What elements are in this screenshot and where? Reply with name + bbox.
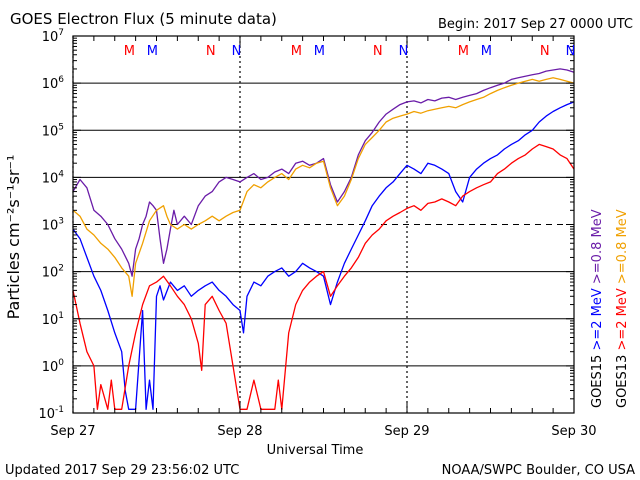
- legend-entry: >=0.8 MeV: [615, 209, 630, 284]
- legend-column: GOES15 >=2 MeV >=0.8 MeV: [590, 209, 605, 408]
- y-tick-label: 104: [42, 169, 65, 186]
- x-tick-label: Sep 30: [551, 424, 596, 439]
- y-tick-label: 106: [42, 75, 65, 92]
- series-lines: [72, 68, 575, 410]
- legend-satellite: GOES13: [615, 351, 630, 408]
- chart-title: GOES Electron Flux (5 minute data): [10, 10, 277, 28]
- x-tick-label: Sep 28: [217, 424, 262, 439]
- eclipse-marker: M: [481, 44, 492, 59]
- x-tick-label: Sep 27: [50, 424, 95, 439]
- y-tick-label: 102: [42, 264, 64, 281]
- eclipse-marker: N: [399, 44, 409, 59]
- eclipse-marker: N: [373, 44, 383, 59]
- legend: GOES15 >=2 MeV >=0.8 MeV GOES13 >=2 MeV …: [590, 209, 630, 408]
- eclipse-marker: M: [147, 44, 158, 59]
- series-line: [72, 68, 575, 277]
- begin-time: Begin: 2017 Sep 27 0000 UTC: [438, 17, 633, 32]
- eclipse-marker: M: [458, 44, 469, 59]
- legend-entry: >=2 MeV: [590, 284, 605, 350]
- eclipse-marker: M: [314, 44, 325, 59]
- y-tick-label: 100: [42, 358, 65, 375]
- y-tick-label: 105: [42, 122, 64, 139]
- updated-timestamp: Updated 2017 Sep 29 23:56:02 UTC: [5, 463, 239, 478]
- eclipse-marker: M: [291, 44, 302, 59]
- legend-entry: >=0.8 MeV: [590, 209, 605, 284]
- y-axis-label: Particles cm⁻²s⁻¹sr⁻¹: [4, 155, 23, 320]
- eclipse-marker: N: [206, 44, 216, 59]
- legend-entry: >=2 MeV: [615, 284, 630, 350]
- y-tick-label: 103: [42, 217, 64, 234]
- legend-column: GOES13 >=2 MeV >=0.8 MeV: [615, 209, 630, 408]
- x-tick-label: Sep 29: [384, 424, 429, 439]
- series-line: [72, 143, 575, 410]
- credit: NOAA/SWPC Boulder, CO USA: [442, 463, 635, 478]
- series-line: [72, 77, 575, 297]
- y-tick-label: 107: [42, 28, 64, 45]
- y-axis-ticks: 10-1 100 101 102 103 104 105 106 107: [38, 28, 574, 422]
- eclipse-marker: N: [232, 44, 242, 59]
- eclipse-marker: N: [566, 44, 576, 59]
- series-line: [72, 101, 575, 410]
- x-axis-ticks: Sep 27 Sep 28 Sep 29 Sep 30: [50, 36, 597, 439]
- x-axis-label: Universal Time: [267, 443, 364, 458]
- eclipse-marker: N: [540, 44, 550, 59]
- y-tick-label: 10-1: [38, 405, 64, 422]
- eclipse-marker: M: [124, 44, 135, 59]
- legend-satellite: GOES15: [590, 351, 605, 408]
- y-tick-label: 101: [42, 311, 64, 328]
